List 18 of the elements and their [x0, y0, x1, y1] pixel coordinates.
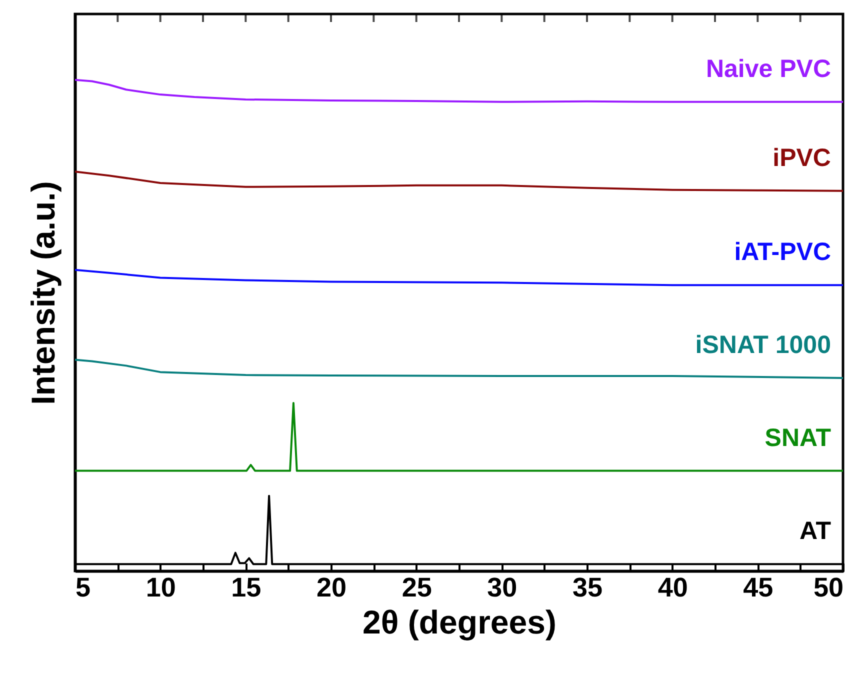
x-tick-label: 30: [487, 572, 518, 602]
x-axis-title: 2θ (degrees): [362, 604, 556, 640]
x-tick-label: 25: [402, 572, 432, 602]
x-tick-label: 40: [658, 572, 688, 602]
x-tick-label: 20: [316, 572, 347, 602]
x-tick-label: 10: [146, 572, 176, 602]
series-label: iAT-PVC: [734, 238, 831, 266]
x-tick-label: 45: [743, 572, 774, 602]
series-label: SNAT: [764, 424, 831, 452]
x-tick-label: 5: [76, 572, 91, 602]
series-label: Naive PVC: [706, 54, 831, 83]
x-tick-label: 15: [231, 572, 262, 602]
x-tick-label: 50: [813, 572, 844, 602]
series-label: AT: [800, 517, 831, 546]
x-tick-label: 35: [572, 572, 603, 602]
y-axis-title: Intensity (a.u.): [24, 181, 62, 405]
series-label: iPVC: [772, 144, 831, 172]
series-label: iSNAT 1000: [695, 330, 831, 359]
